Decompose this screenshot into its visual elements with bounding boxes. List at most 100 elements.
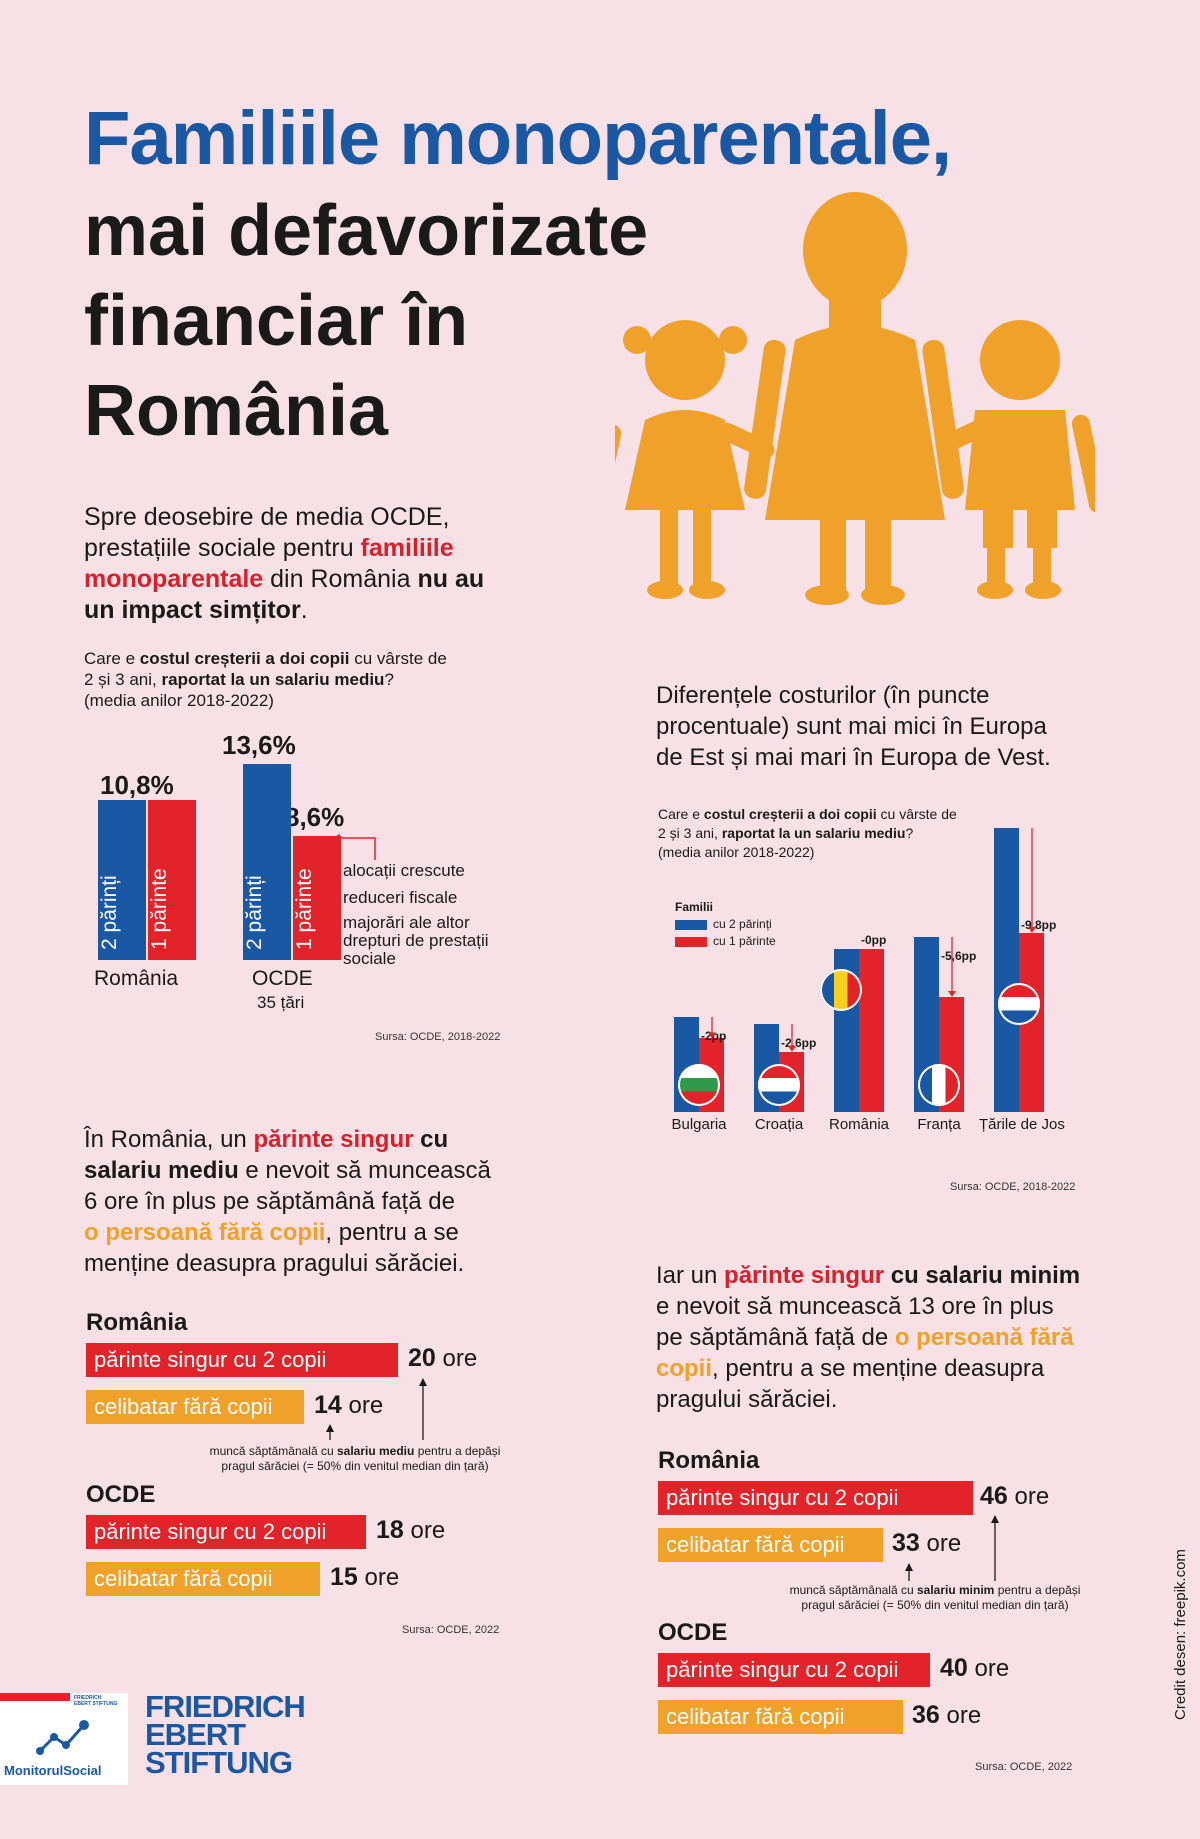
legend-label: cu 2 părinți — [713, 917, 772, 931]
credit-text: Credit desen: freepik.com — [1172, 1549, 1189, 1720]
category-romania: România — [94, 967, 179, 990]
legend-label: cu 1 părinte — [713, 934, 776, 948]
legend-swatch — [675, 936, 707, 947]
mid-highlight: părinte singur — [253, 1126, 414, 1153]
diff-arrow-1 — [787, 1024, 796, 1052]
hours-left-ro-celib-bar: celibatar fără copii — [86, 1390, 304, 1424]
mid-text-segment: menține deasupra pragului sărăciei. — [84, 1250, 465, 1277]
country-label-2: România — [828, 1116, 890, 1133]
chart2-intro-line: procentuale) sunt mai mici în Europa — [656, 713, 1047, 740]
family-illustration — [615, 192, 1095, 605]
fes-logo-line: EBERT — [145, 1717, 246, 1752]
diff-arrow-3 — [947, 937, 956, 998]
question-period: (media anilor 2018-2022) — [84, 691, 274, 710]
hours-left-oc-single-value: 18 ore — [376, 1516, 445, 1545]
bar-label-two-parents: 2 părinți — [98, 875, 121, 950]
right-text-segment: e nevoit să muncească 13 ore în plus — [656, 1293, 1054, 1320]
intro-highlight: familiile — [360, 534, 454, 562]
romania-two-parents-bar: 2 părinți — [98, 800, 146, 960]
intro-text-segment: din România — [263, 565, 418, 593]
annotation-item: reduceri fiscale — [343, 888, 458, 907]
category-ocde-sub: 35 țări — [257, 993, 305, 1012]
right-text: Iar un părinte singur cu salariu minim e… — [656, 1260, 1126, 1415]
hours-left-ro-celib-value: 14 ore — [314, 1391, 383, 1420]
title-line-1: Familiile monoparentale, — [84, 96, 952, 181]
value-unit: ore — [939, 1702, 982, 1729]
mid-text-segment: , pentru a se — [325, 1219, 459, 1246]
bar-one-parent-2 — [859, 949, 884, 1112]
hours-right-ocde-heading: OCDE — [658, 1619, 728, 1646]
flag-icon-3 — [918, 1064, 960, 1106]
diff-arrow-0 — [707, 1016, 716, 1039]
value-number: 46 — [980, 1482, 1008, 1510]
mid-text: În România, un părinte singur cu salariu… — [84, 1124, 604, 1279]
hours-left-romania-heading: România — [86, 1309, 188, 1336]
logo-small-text: FRIEDRICH EBERT STIFTUNG — [74, 1695, 118, 1707]
question-bold: costul creșterii a doi copii — [139, 649, 350, 668]
hours-right-arrows — [905, 1515, 999, 1581]
diff-label-3: -5,6pp — [941, 949, 977, 964]
hours-left-source: Sursa: OCDE, 2022 — [402, 1624, 500, 1636]
value-number: 33 — [892, 1529, 920, 1557]
question-text: Care e — [658, 806, 704, 822]
title-line-3: financiar în — [84, 281, 469, 361]
intro-text: Spre deosebire de media OCDE, prestațiil… — [84, 502, 564, 626]
question-period: (media anilor 2018-2022) — [658, 844, 815, 860]
country-label-0: Bulgaria — [671, 1116, 727, 1133]
flag-icon-1 — [758, 1064, 800, 1106]
value-number: 18 — [376, 1516, 404, 1544]
hours-right-ro-single-bar: părinte singur cu 2 copii — [658, 1481, 973, 1515]
network-icon — [36, 1720, 89, 1755]
chart2-intro: Diferențele costurilor (în puncte procen… — [656, 680, 1096, 773]
right-highlight-orange: o persoană fără — [894, 1324, 1074, 1351]
hours-left-ocde-heading: OCDE — [86, 1481, 156, 1508]
hours-right-source: Sursa: OCDE, 2022 — [975, 1761, 1073, 1773]
question-text: cu vârste de — [349, 649, 447, 668]
right-bold: cu salariu minim — [884, 1262, 1081, 1289]
fes-logo-line: FRIEDRICH — [145, 1689, 306, 1724]
title-line-4: România — [84, 371, 389, 451]
romania-one-parent-bar: 1 părinte — [148, 800, 196, 960]
title-line-2: mai defavorizate — [84, 191, 649, 271]
intro-line-4: un impact simțitor. — [84, 595, 564, 626]
right-text-segment: pragului sărăciei. — [656, 1386, 838, 1413]
mid-text-segment: 6 ore în plus pe săptămână față de — [84, 1188, 455, 1215]
annotation-list: alocații crescute reduceri fiscale major… — [343, 860, 523, 968]
hours-right-ro-celib-value: 33 ore — [892, 1529, 961, 1558]
fes-logo: FRIEDRICH EBERT STIFTUNG — [145, 1689, 306, 1780]
romania-value-label: 10,8% — [100, 770, 174, 800]
value-unit: ore — [341, 1392, 384, 1419]
flag-icon-4 — [998, 983, 1040, 1026]
mid-bold: salariu mediu — [84, 1157, 239, 1184]
hours-left-oc-celib-value: 15 ore — [330, 1563, 399, 1592]
note-bold: salariu mediu — [336, 1444, 415, 1458]
diff-label-2: -0pp — [861, 933, 887, 948]
country-label-1: Croația — [754, 1116, 804, 1133]
annotation-item: majorări ale altor drepturi de prestații… — [343, 913, 489, 968]
country-bar-chart: -2pp Bulgaria -2,6pp Croația -0pp România -5,6… — [668, 780, 1068, 1133]
country-label-4: Țările de Jos — [979, 1116, 1065, 1133]
question-text: ? — [905, 825, 914, 841]
value-unit: ore — [1007, 1483, 1050, 1510]
right-text-segment: pe săptămână față de — [656, 1324, 895, 1351]
diff-label-0: -2pp — [701, 1028, 727, 1043]
question-text: Care e — [84, 649, 140, 668]
value-unit: ore — [919, 1530, 962, 1557]
fes-logo-line: STIFTUNG — [145, 1745, 293, 1780]
value-number: 15 — [330, 1563, 358, 1591]
diff-arrow-4 — [1027, 828, 1036, 934]
hours-left-oc-celib-bar: celibatar fără copii — [86, 1562, 320, 1596]
chart2-intro-line: Diferențele costurilor (în puncte — [656, 682, 990, 709]
value-number: 36 — [912, 1701, 940, 1729]
annotation-item: alocații crescute — [343, 861, 465, 880]
value-unit: ore — [435, 1345, 478, 1372]
hours-left-arrows — [326, 1378, 427, 1440]
question-text: 2 și 3 ani, — [658, 825, 722, 841]
right-highlight-orange: copii — [656, 1355, 713, 1382]
intro-line-3: monoparentale din România nu au — [84, 564, 564, 595]
chart1-question: Care e costul creșterii a doi copii cu v… — [84, 648, 504, 711]
mid-bold: cu — [413, 1126, 449, 1153]
chart2-legend: Familii cu 2 părinți cu 1 părinte — [675, 900, 776, 948]
hours-right-oc-single-bar: părinte singur cu 2 copii — [658, 1653, 930, 1687]
question-bold: costul creșterii a doi copii — [703, 806, 877, 822]
